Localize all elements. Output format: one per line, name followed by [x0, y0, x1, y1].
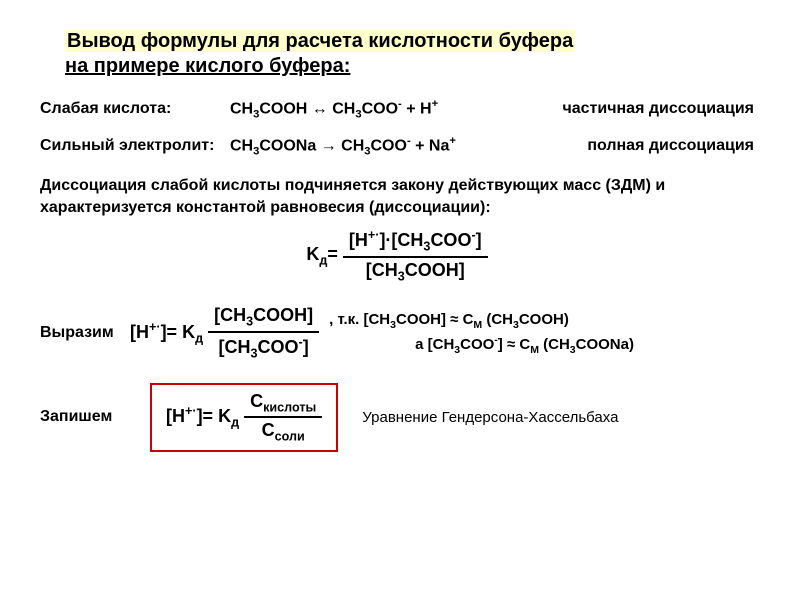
express-fraction: [CH3COOH] [CH3COO-] [208, 305, 319, 360]
law-paragraph: Диссоциация слабой кислоты подчиняется з… [40, 175, 754, 218]
express-numerator: [CH3COOH] [208, 305, 319, 333]
kd-lhs: Kд= [306, 244, 343, 268]
strong-electrolyte-annotation: полная диссоциация [567, 137, 754, 155]
final-fraction: Cкислоты Cсоли [244, 391, 322, 444]
title-main: Вывод формулы для расчета кислотности бу… [65, 30, 575, 52]
weak-acid-annotation: частичная диссоциация [542, 100, 754, 118]
strong-electrolyte-line: Сильный электролит: CH3COONa → CH3COO- +… [40, 135, 754, 158]
final-numerator: Cкислоты [244, 391, 322, 419]
title-block: Вывод формулы для расчета кислотности бу… [40, 30, 754, 78]
final-denominator: Cсоли [256, 418, 311, 444]
express-label: Выразим [40, 324, 130, 342]
title-sub: на примере кислого буфера: [65, 55, 754, 78]
strong-electrolyte-equation: CH3COONa → CH3COO- + Na+ [230, 135, 456, 158]
express-row: Выразим [H+·]= Kд [CH3COOH] [CH3COO-] , … [40, 305, 754, 360]
kd-numerator: [H+·]·[CH3COO-] [343, 228, 488, 258]
express-equation: [H+·]= Kд [CH3COOH] [CH3COO-] [130, 305, 319, 360]
weak-acid-equation: CH3COOH ↔ CH3COO- + H+ [230, 98, 438, 121]
boxed-equation: [H+·]= Kд Cкислоты Cсоли [150, 383, 338, 452]
express-annotation: , т.к. [CH3COOH] ≈ CМ (CH3COOH) а [CH3CO… [329, 309, 634, 357]
kd-fraction: [H+·]·[CH3COO-] [CH3COOH] [343, 228, 488, 283]
final-annotation: Уравнение Гендерсона-Хассельбаха [362, 409, 618, 426]
kd-equation: Kд= [H+·]·[CH3COO-] [CH3COOH] [40, 228, 754, 283]
kd-denominator: [CH3COOH] [360, 258, 471, 284]
strong-electrolyte-label: Сильный электролит: [40, 137, 230, 155]
final-row: Запишем [H+·]= Kд Cкислоты Cсоли Уравнен… [40, 383, 754, 452]
weak-acid-line: Слабая кислота: CH3COOH ↔ CH3COO- + H+ ч… [40, 98, 754, 121]
express-denominator: [CH3COO-] [212, 333, 314, 361]
final-label: Запишем [40, 408, 150, 426]
weak-acid-label: Слабая кислота: [40, 100, 230, 118]
